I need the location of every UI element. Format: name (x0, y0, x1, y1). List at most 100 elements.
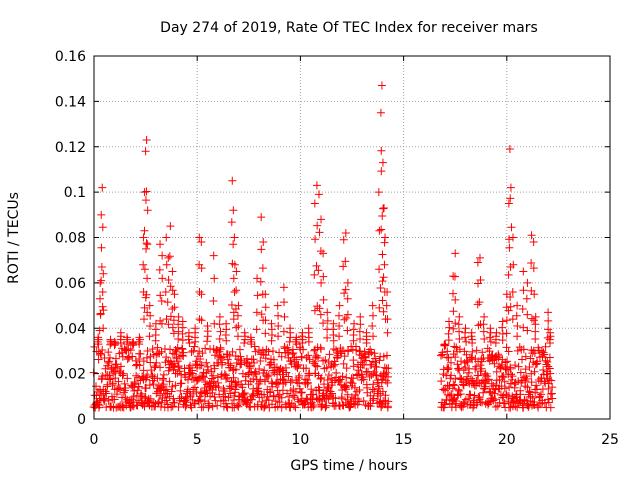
spike-point (378, 277, 387, 286)
spike-point (505, 235, 514, 244)
baseline-point (102, 389, 111, 398)
spike-point (310, 199, 319, 208)
spike-point (184, 335, 193, 344)
baseline-point (237, 360, 246, 369)
spike-point (523, 310, 532, 319)
baseline-point (440, 400, 449, 409)
spike-point (317, 278, 326, 287)
baseline-point (177, 344, 186, 353)
baseline-point (327, 374, 336, 383)
spike-point (379, 204, 388, 213)
spike-point (468, 338, 477, 347)
baseline-point (213, 401, 222, 410)
baseline-point (275, 390, 284, 399)
baseline-point (174, 363, 183, 372)
spike-point (356, 335, 365, 344)
spike-point (197, 316, 206, 325)
baseline-point (242, 396, 251, 405)
y-tick-label: 0.02 (55, 367, 86, 383)
baseline-point (374, 384, 383, 393)
spike-point (504, 306, 513, 315)
spike-point (317, 215, 326, 224)
baseline-point (121, 393, 130, 402)
baseline-point (284, 398, 293, 407)
baseline-point (264, 396, 273, 405)
baseline-point (105, 353, 114, 362)
spike-point (455, 327, 464, 336)
spike-point (140, 265, 149, 274)
spike-point (506, 183, 515, 192)
baseline-point (121, 384, 130, 393)
baseline-point (468, 355, 477, 364)
spike-point (335, 301, 344, 310)
baseline-point (288, 350, 297, 359)
baseline-point (325, 350, 334, 359)
spike-point (341, 285, 350, 294)
spike-point (110, 341, 119, 350)
spike-point (380, 260, 389, 269)
baseline-point (339, 359, 348, 368)
baseline-point (165, 377, 174, 386)
baseline-point (294, 360, 303, 369)
baseline-point (459, 399, 468, 408)
spike-point (378, 211, 387, 220)
baseline-point (219, 396, 228, 405)
spike-point (140, 226, 149, 235)
baseline-point (208, 402, 217, 411)
baseline-point (261, 377, 270, 386)
spike-point (455, 335, 464, 344)
spike-point (449, 307, 458, 316)
baseline-point (231, 365, 240, 374)
baseline-point (322, 363, 331, 372)
spike-point (222, 336, 231, 345)
baseline-point (94, 355, 103, 364)
baseline-point (274, 392, 283, 401)
baseline-point (165, 392, 174, 401)
baseline-point (522, 374, 531, 383)
spike-point (339, 235, 348, 244)
spike-point (382, 301, 391, 310)
spike-point (97, 243, 106, 252)
baseline-point (355, 385, 364, 394)
baseline-point (266, 388, 275, 397)
baseline-point (291, 403, 300, 412)
baseline-point (240, 388, 249, 397)
baseline-point (255, 364, 264, 373)
baseline-point (143, 347, 152, 356)
spike-point (508, 315, 517, 324)
spike-point (143, 206, 152, 215)
spike-point (233, 311, 242, 320)
spike-point (232, 267, 241, 276)
spike-point (319, 272, 328, 281)
baseline-point (463, 372, 472, 381)
baseline-point (205, 401, 214, 410)
baseline-point (500, 384, 509, 393)
baseline-point (449, 380, 458, 389)
spike-point (197, 264, 206, 273)
spike-point (362, 338, 371, 347)
baseline-point (262, 345, 271, 354)
spike-point (261, 303, 270, 312)
baseline-point (331, 360, 340, 369)
spike-point (229, 274, 238, 283)
baseline-point (159, 370, 168, 379)
baseline-point (253, 389, 262, 398)
baseline-point (172, 353, 181, 362)
spike-point (480, 335, 489, 344)
spike-point (310, 306, 319, 315)
baseline-point (249, 391, 258, 400)
spike-point (158, 251, 167, 260)
baseline-point (234, 399, 243, 408)
baseline-point (302, 394, 311, 403)
spike-point (342, 314, 351, 323)
baseline-point (533, 401, 542, 410)
baseline-point (222, 402, 231, 411)
spike-point (475, 298, 484, 307)
baseline-point (450, 381, 459, 390)
baseline-point (496, 364, 505, 373)
spike-point (155, 265, 164, 274)
spike-point (376, 283, 385, 292)
baseline-point (338, 346, 347, 355)
baseline-point (538, 352, 547, 361)
baseline-point (506, 363, 515, 372)
